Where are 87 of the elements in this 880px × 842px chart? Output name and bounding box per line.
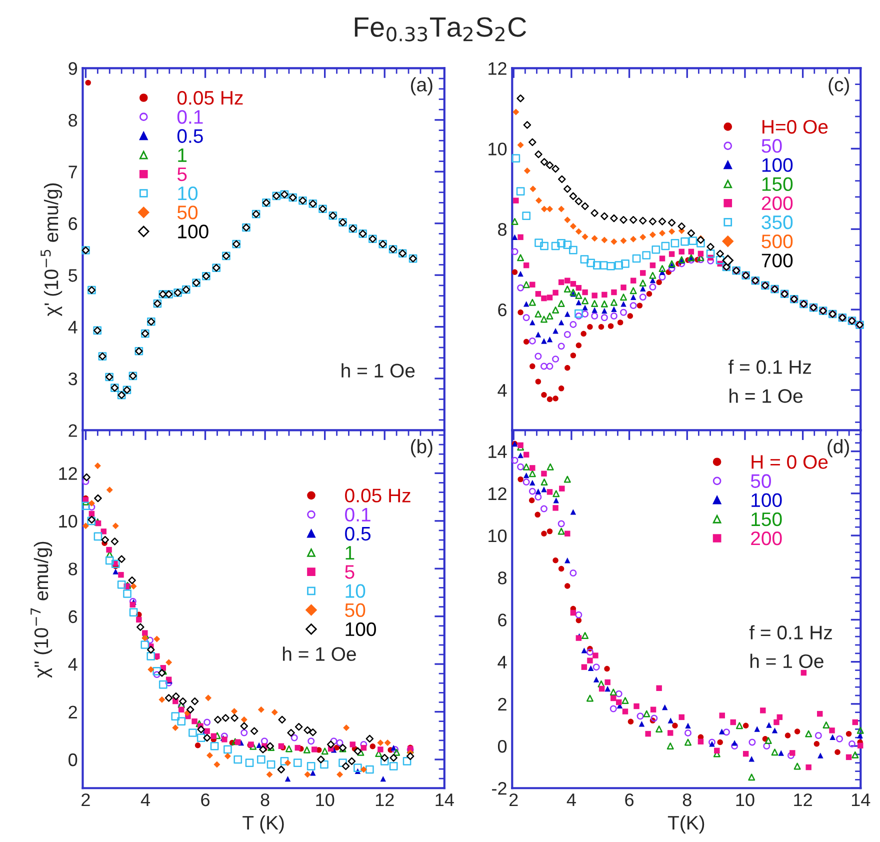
y-tick-label: 6 bbox=[498, 304, 507, 316]
annotation: (a) bbox=[410, 77, 432, 96]
y-tick-label: 4 bbox=[498, 384, 507, 397]
legend-label: 100 bbox=[178, 224, 208, 238]
legend-label: 10 bbox=[178, 186, 198, 200]
y-tick-label: 4 bbox=[498, 656, 507, 668]
y-tick-label: 12 bbox=[59, 467, 77, 480]
legend-label: 200 bbox=[762, 196, 793, 210]
legend-label: 50 bbox=[762, 139, 782, 153]
legend-label: 0.1 bbox=[177, 110, 203, 124]
x-tick-label: 10 bbox=[316, 793, 334, 806]
annotation: h = 1 Oe bbox=[342, 363, 415, 378]
legend-label: 700 bbox=[762, 254, 793, 268]
annotation: h = 1 Oe bbox=[282, 646, 356, 661]
legend-label: 5 bbox=[177, 168, 187, 182]
annotation: h = 1 Oe bbox=[730, 388, 802, 403]
legend-label: 5 bbox=[345, 565, 354, 579]
y-tick-label: 2 bbox=[68, 424, 77, 437]
legend-label: 50 bbox=[177, 206, 198, 220]
annotation: f = 0.1 Hz bbox=[749, 625, 832, 640]
x-tick-label: 4 bbox=[140, 794, 150, 806]
x-tick-label: 6 bbox=[201, 793, 210, 806]
y-tick-label: 5 bbox=[68, 269, 78, 282]
legend-label: 1 bbox=[346, 546, 354, 560]
y-tick-label: 12 bbox=[488, 62, 506, 75]
y-tick-label: 4 bbox=[68, 320, 78, 334]
y-tick-label: 6 bbox=[68, 217, 78, 230]
x-tick-label: 14 bbox=[436, 794, 454, 806]
x-tick-label: 2 bbox=[509, 793, 518, 806]
x-axis-title: T(K) bbox=[668, 815, 704, 834]
y-tick-label: 14 bbox=[488, 445, 507, 458]
y-tick-label: 12 bbox=[488, 487, 506, 500]
x-tick-label: 4 bbox=[566, 794, 576, 806]
y-axis-title: χ" (10$^{−7}$ emu/g) bbox=[30, 542, 52, 678]
annotation: f = 0.1 Hz bbox=[728, 360, 812, 374]
y-tick-label: 8 bbox=[498, 572, 507, 584]
y-tick-label: 6 bbox=[68, 610, 78, 624]
y-tick-label: 10 bbox=[59, 514, 78, 528]
y-tick-label: 0 bbox=[498, 740, 507, 753]
legend-label: 50 bbox=[750, 474, 771, 488]
y-tick-label: -2 bbox=[492, 782, 506, 795]
chart-title: Fe$_{0.33}$Ta$_{2}$S$_{2}$C bbox=[354, 17, 526, 42]
x-axis-title: T (K) bbox=[242, 815, 284, 834]
y-tick-label: 9 bbox=[68, 62, 78, 75]
annotation: (b) bbox=[410, 439, 432, 458]
y-tick-label: 10 bbox=[488, 529, 507, 542]
y-tick-label: 7 bbox=[68, 166, 77, 178]
legend-label: 100 bbox=[346, 622, 376, 636]
annotation: (c) bbox=[828, 77, 849, 96]
x-tick-label: 8 bbox=[682, 793, 692, 806]
legend-label: 0.1 bbox=[345, 508, 370, 522]
x-tick-label: 12 bbox=[376, 793, 394, 806]
legend-label: 50 bbox=[345, 603, 366, 618]
x-tick-label: 10 bbox=[736, 793, 754, 806]
legend-label: 10 bbox=[346, 584, 366, 598]
y-tick-label: 8 bbox=[498, 223, 507, 236]
legend-label: H=0 Oe bbox=[762, 120, 828, 134]
y-tick-label: 6 bbox=[498, 614, 507, 626]
y-tick-label: 0 bbox=[68, 753, 78, 766]
annotation: h = 1 Oe bbox=[750, 654, 824, 668]
x-tick-label: 2 bbox=[82, 793, 90, 806]
y-tick-label: 3 bbox=[68, 372, 78, 386]
y-axis-title: χ' (10$^{−5}$ emu/g) bbox=[40, 183, 62, 316]
x-tick-label: 6 bbox=[625, 793, 634, 806]
legend-label: 0.5 bbox=[345, 526, 371, 541]
x-tick-label: 14 bbox=[852, 794, 870, 806]
x-tick-label: 8 bbox=[260, 793, 270, 806]
legend-label: 100 bbox=[762, 158, 793, 172]
y-tick-label: 8 bbox=[68, 562, 78, 576]
legend-label: 200 bbox=[751, 531, 782, 546]
legend-label: 0.05 Hz bbox=[345, 488, 410, 502]
legend-label: 0.5 bbox=[177, 129, 203, 143]
legend-label: 500 bbox=[762, 234, 793, 248]
y-tick-label: 8 bbox=[68, 114, 78, 127]
legend-label: 350 bbox=[762, 215, 793, 230]
legend-label: H = 0 Oe bbox=[752, 455, 828, 469]
annotation: (d) bbox=[828, 439, 849, 458]
y-tick-label: 2 bbox=[68, 706, 77, 718]
legend-label: 150 bbox=[752, 512, 782, 526]
legend-label: 100 bbox=[752, 493, 782, 508]
legend-label: 0.05 Hz bbox=[177, 90, 243, 105]
y-tick-label: 4 bbox=[68, 658, 78, 671]
y-tick-label: 10 bbox=[488, 142, 507, 156]
legend-label: 150 bbox=[762, 177, 793, 192]
x-tick-label: 12 bbox=[794, 793, 812, 806]
y-tick-label: 2 bbox=[498, 698, 506, 710]
legend-label: 1 bbox=[178, 148, 187, 162]
